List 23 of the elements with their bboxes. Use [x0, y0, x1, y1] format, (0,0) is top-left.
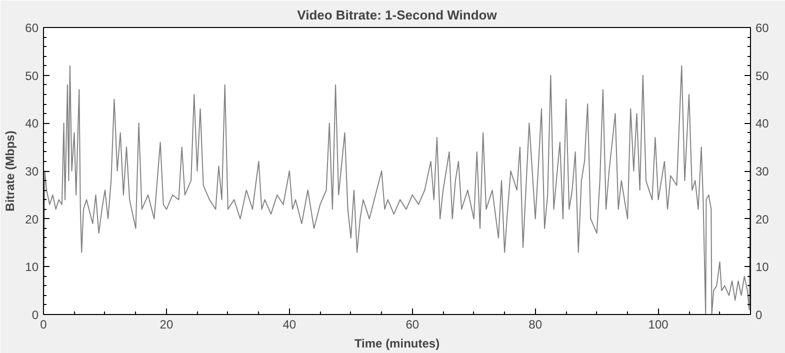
y-axis-title: Bitrate (Mbps): [3, 130, 18, 212]
y2-tick-label: 0: [756, 308, 762, 322]
y-tick-label: 10: [25, 260, 39, 274]
y2-tick-label: 50: [756, 68, 770, 83]
y2-tick-label: 10: [756, 260, 770, 274]
chart-title: Video Bitrate: 1-Second Window: [297, 8, 498, 22]
x-tick-label: 60: [406, 318, 420, 332]
y-tick-label: 40: [25, 116, 39, 131]
x-axis-title: Time (minutes): [354, 336, 440, 350]
y-tick-label: 50: [25, 68, 39, 83]
y-tick-label: 60: [25, 21, 39, 35]
x-tick-label: 100: [648, 318, 669, 332]
x-tick-label: 0: [40, 318, 48, 332]
y2-tick-label: 20: [756, 212, 770, 226]
y2-tick-label: 30: [756, 164, 770, 178]
y2-tick-label: 60: [756, 21, 770, 35]
y-tick-label: 20: [25, 212, 39, 226]
y-tick-label: 30: [25, 164, 39, 178]
y-tick-label: 0: [32, 308, 39, 322]
y2-tick-label: 40: [756, 116, 770, 131]
x-tick-label: 40: [282, 318, 296, 332]
x-tick-label: 80: [528, 318, 542, 332]
x-tick-label: 20: [160, 318, 174, 332]
